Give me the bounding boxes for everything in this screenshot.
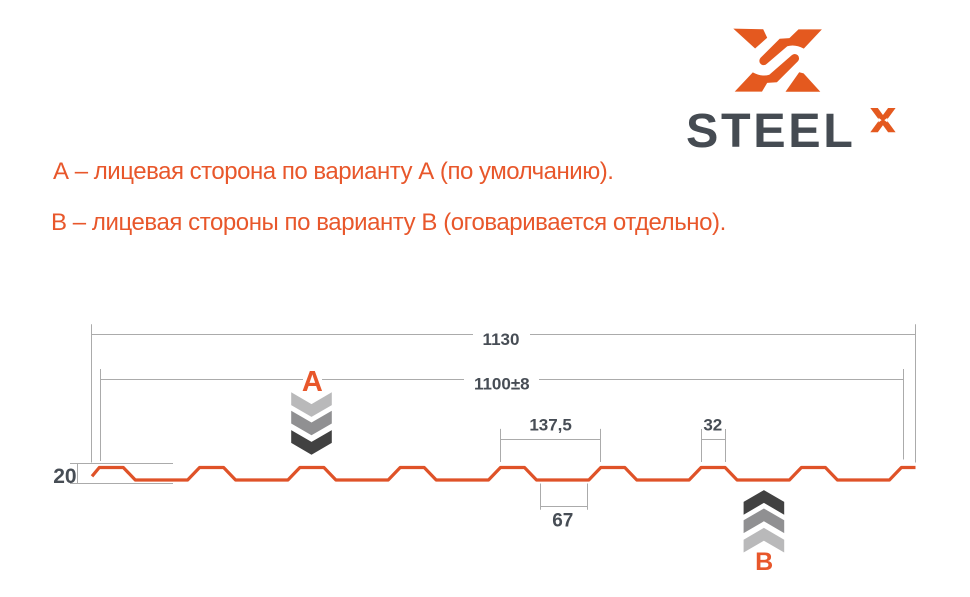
svg-text:137,5: 137,5: [529, 416, 572, 435]
svg-text:32: 32: [703, 416, 722, 435]
svg-text:20: 20: [53, 465, 76, 488]
svg-text:1130: 1130: [483, 330, 520, 349]
svg-text:B: B: [755, 548, 773, 576]
svg-text:67: 67: [552, 511, 573, 532]
svg-text:A: A: [302, 366, 323, 398]
svg-text:1100±8: 1100±8: [474, 375, 530, 394]
